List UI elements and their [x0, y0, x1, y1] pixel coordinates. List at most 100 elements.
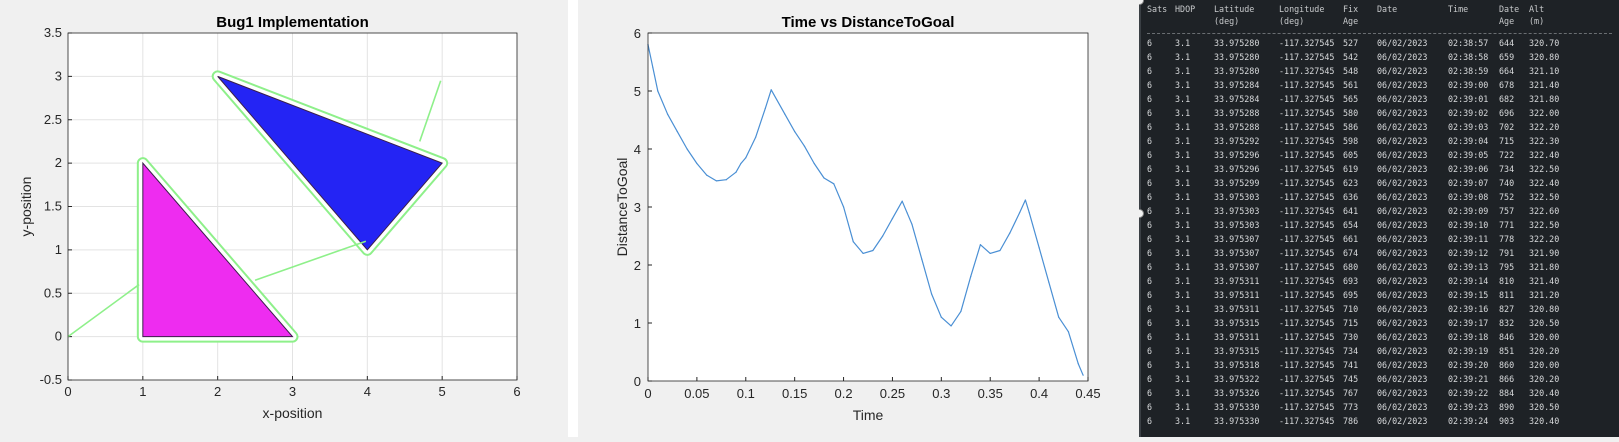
- table-cell: 322.50: [1529, 220, 1560, 230]
- table-cell: 322.00: [1529, 108, 1560, 118]
- table-cell: 02:39:13: [1448, 262, 1489, 272]
- table-cell: 02:39:15: [1448, 290, 1489, 300]
- data-point: [1067, 331, 1070, 333]
- table-cell: 320.20: [1529, 374, 1560, 384]
- table-cell: 6: [1147, 94, 1153, 104]
- table-cell: 06/02/2023: [1377, 318, 1428, 328]
- table-cell: 02:39:16: [1448, 304, 1489, 314]
- y-tick-label: 3.5: [44, 25, 62, 40]
- table-cell: 02:39:17: [1448, 318, 1489, 328]
- table-cell: 884: [1499, 388, 1515, 398]
- table-cell: 06/02/2023: [1377, 192, 1428, 202]
- data-point: [970, 276, 972, 278]
- table-cell: 6: [1147, 206, 1153, 216]
- data-point: [911, 223, 913, 225]
- table-cell: 527: [1343, 38, 1359, 48]
- table-cell: 06/02/2023: [1377, 332, 1428, 342]
- header-divider: [1147, 33, 1612, 34]
- table-cell: 710: [1343, 304, 1359, 314]
- table-cell: 322.40: [1529, 150, 1560, 160]
- table-cell: 320.80: [1529, 304, 1560, 314]
- table-cell: 542: [1343, 52, 1359, 62]
- path-segment-2: [254, 240, 367, 281]
- chart-title: Bug1 Implementation: [216, 14, 369, 31]
- table-cell: 6: [1147, 248, 1153, 258]
- table-cell: 02:39:02: [1448, 108, 1489, 118]
- table-cell: 3.1: [1175, 178, 1191, 188]
- x-tick-label: 2: [214, 384, 221, 399]
- table-cell: 644: [1499, 38, 1515, 48]
- x-tick-label: 0.35: [978, 386, 1003, 401]
- y-axis-label: DistanceToGoal: [614, 158, 630, 257]
- table-cell: 6: [1147, 402, 1153, 412]
- data-point: [754, 136, 757, 138]
- table-cell: 811: [1499, 290, 1515, 300]
- x-axis-label: Time: [853, 407, 884, 423]
- x-tick-label: 0.3: [932, 386, 950, 401]
- table-cell: 33.975288: [1214, 122, 1260, 132]
- table-cell: 702: [1499, 122, 1515, 132]
- table-cell: 693: [1343, 276, 1359, 286]
- table-cell: 3.1: [1175, 318, 1191, 328]
- table-cell: 322.40: [1529, 178, 1560, 188]
- figure-distance: 0 0.05 0.1 0.15 0.2 0.25 0.3 0.35 0.4 0.45 0 1 2 3 4 5 6…: [578, 0, 1133, 437]
- table-cell: 598: [1343, 136, 1359, 146]
- table-cell: 320.50: [1529, 318, 1560, 328]
- table-cell: 320.50: [1529, 402, 1560, 412]
- table-cell: 682: [1499, 94, 1515, 104]
- serial-terminal[interactable]: Sats HDOP Latitude Longitude Fix Date Time Date…: [1139, 0, 1619, 437]
- table-cell: 02:39:08: [1448, 192, 1489, 202]
- table-cell: -117.327545: [1279, 52, 1335, 62]
- table-cell: 33.975284: [1214, 94, 1260, 104]
- data-point: [740, 162, 742, 165]
- table-cell: 02:39:12: [1448, 248, 1489, 258]
- data-point: [1024, 199, 1027, 201]
- resize-handle-middle[interactable]: [1139, 209, 1144, 218]
- data-point: [706, 174, 708, 176]
- table-cell: 6: [1147, 318, 1153, 328]
- figure-bug1: 0 1 2 3 4 5 6 -0.5 0 0.5 1 1.5 2 2.5 3 3.5 Bug1 Implemen…: [0, 0, 568, 437]
- resize-handle-top[interactable]: [1139, 0, 1144, 5]
- obstacle-2: [217, 75, 444, 251]
- table-cell: 791: [1499, 248, 1515, 258]
- table-cell: 6: [1147, 178, 1153, 188]
- table-cell: 321.40: [1529, 80, 1560, 90]
- table-cell: 851: [1499, 346, 1515, 356]
- table-cell: 3.1: [1175, 402, 1191, 412]
- data-point: [803, 145, 806, 147]
- table-cell: 786: [1343, 416, 1359, 426]
- table-cell: -117.327545: [1279, 346, 1335, 356]
- data-point: [901, 200, 903, 202]
- table-cell: -117.327545: [1279, 206, 1335, 216]
- table-cell: 734: [1343, 346, 1359, 356]
- table-cell: 6: [1147, 66, 1153, 76]
- table-cell: 623: [1343, 178, 1359, 188]
- table-cell: 3.1: [1175, 374, 1191, 384]
- table-cell: 02:39:11: [1448, 234, 1489, 244]
- data-point: [960, 310, 962, 312]
- obstacle-1: [142, 161, 294, 338]
- table-cell: 3.1: [1175, 52, 1191, 62]
- table-cell: 06/02/2023: [1377, 38, 1428, 48]
- table-cell: 654: [1343, 220, 1359, 230]
- data-point: [1077, 363, 1079, 365]
- data-point: [930, 293, 933, 295]
- distance-plot: 0 0.05 0.1 0.15 0.2 0.25 0.3 0.35 0.4 0.45 0 1 2 3 4 5 6…: [614, 14, 1101, 423]
- table-cell: 322.20: [1529, 234, 1560, 244]
- table-cell: -117.327545: [1279, 402, 1335, 412]
- table-cell: 33.975288: [1214, 108, 1260, 118]
- table-cell: 3.1: [1175, 332, 1191, 342]
- table-cell: 06/02/2023: [1377, 52, 1428, 62]
- x-tick-label: 0.2: [835, 386, 853, 401]
- table-cell: 321.80: [1529, 262, 1560, 272]
- table-cell: 33.975296: [1214, 150, 1260, 160]
- distance-series-line: [647, 44, 1084, 376]
- table-cell: -117.327545: [1279, 66, 1335, 76]
- table-cell: -117.327545: [1279, 248, 1335, 258]
- table-cell: 6: [1147, 304, 1153, 314]
- data-point: [676, 131, 678, 133]
- table-cell: 3.1: [1175, 360, 1191, 370]
- x-tick-label: 0.45: [1075, 386, 1100, 401]
- table-cell: -117.327545: [1279, 38, 1335, 48]
- data-point: [686, 148, 688, 150]
